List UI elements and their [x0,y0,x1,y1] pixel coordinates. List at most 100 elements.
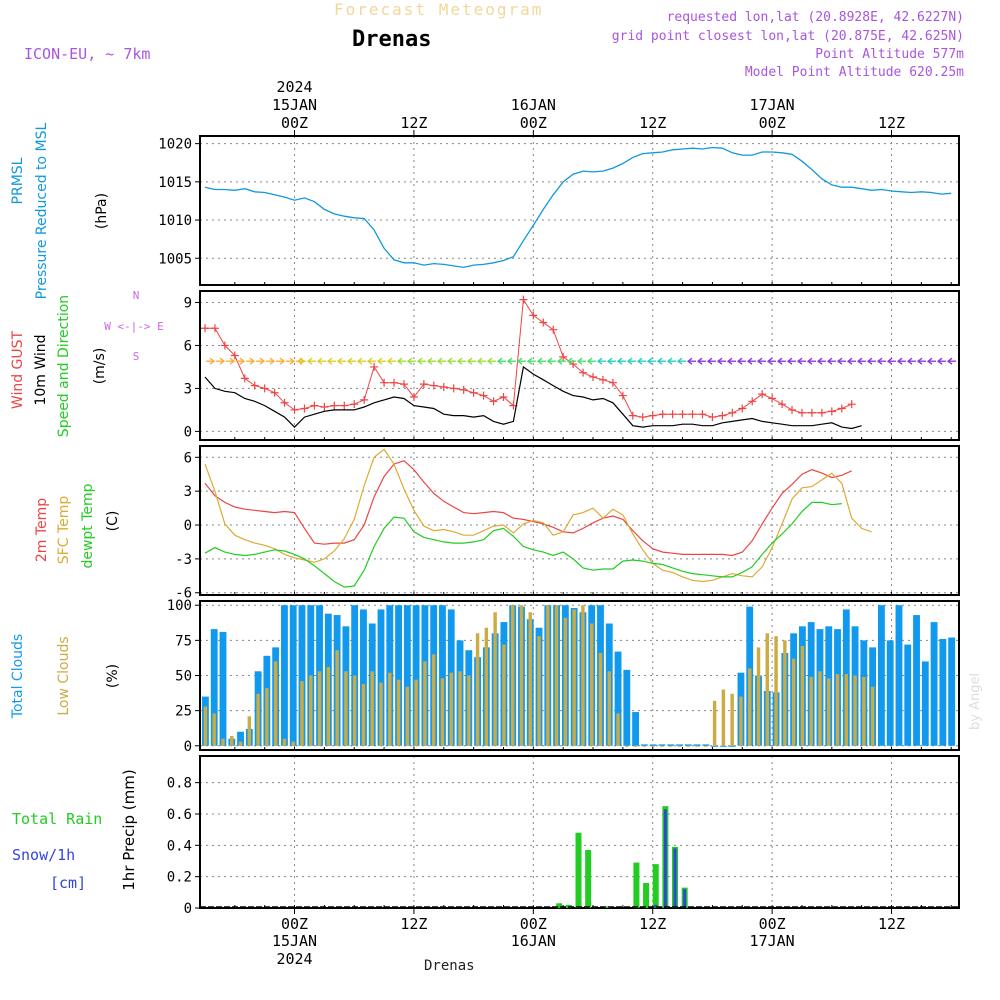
total-cloud-bar [684,744,692,746]
y-axis-label-pressure: Pressure Reduced to MSL [34,122,50,299]
wind-arrow-head [436,357,443,365]
gust-marker [250,381,259,390]
rain-bar [652,864,659,908]
snow-bar [673,848,677,908]
gust-marker [529,311,538,320]
gust-marker [310,401,319,410]
low-cloud-bar [212,713,216,746]
y-axis-label-dewpt: dewpt Temp [80,483,96,568]
wind-arrow-head [926,357,933,365]
bottom-time-label: 00Z [759,915,786,933]
wind-arrow-head [606,357,613,365]
low-cloud-bar [616,713,620,746]
low-cloud-bar [748,668,752,746]
gust-marker [628,411,637,420]
low-cloud-bar [458,671,462,746]
low-cloud-bar [379,682,383,746]
legend-snow-unit: [cm] [50,874,86,892]
low-cloud-bar [370,671,374,746]
gust-marker [340,401,349,410]
wind-arrow-head [229,357,236,365]
gust-marker [370,362,379,371]
low-cloud-bar [721,689,726,746]
low-cloud-bar [493,612,497,746]
total-cloud-bar [702,744,710,746]
gust-marker [678,410,687,419]
low-cloud-bar [844,674,849,746]
gust-marker [380,378,389,387]
wind-arrow-head [846,357,853,365]
wind-arrow-head [316,357,323,365]
wind-arrow-head [406,357,413,365]
panel-4: 0 0.2 0.4 0.6 0.8 [167,755,960,917]
gust-marker [200,324,209,333]
wind-arrow-head [616,357,623,365]
low-cloud-bar [835,674,840,746]
wind-arrow-head [516,357,523,365]
low-cloud-bar [660,745,664,747]
low-cloud-bar [765,633,769,746]
wind-arrow-head [826,357,833,365]
bottom-date-label: 16JAN [511,932,556,950]
gust-marker [479,391,488,400]
low-cloud-bar [510,605,515,746]
total-cloud-bar [728,745,736,747]
wind-arrow-head [356,357,363,365]
requested-coords: requested lon,lat (20.8928E, 42.6227N) [666,10,964,25]
y-tick-label: -6 [175,586,192,602]
low-cloud-bar [783,640,787,746]
total-cloud-bar [930,622,938,746]
gust-marker [748,397,757,406]
bottom-date-label: 15JAN [272,932,317,950]
total-cloud-bar [281,605,288,746]
wind-arrow-head [556,357,563,365]
gust-marker [300,404,309,413]
y-tick-label: -3 [175,552,192,568]
wind-arrow-head [576,357,583,365]
total-cloud-bar [711,745,719,747]
y-axis-label-2m-temp: 2m Temp [34,498,50,562]
wind-arrow-head [536,357,543,365]
model-label: ICON-EU, ~ 7km [24,45,151,63]
total-cloud-bar [403,605,411,746]
top-date-label: 16JAN [511,96,556,114]
wind-arrow-head [626,357,633,365]
gust-marker [807,408,816,417]
wind-arrow-head [486,357,493,365]
wind-arrow-head [856,357,863,365]
gust-marker [210,324,219,333]
y-axis-label-wind: 10m Wind [33,334,49,405]
y-axis-label-prmsl: PRMSL [10,157,26,204]
top-time-label: 00Z [281,114,308,132]
gust-marker [350,400,359,409]
bottom-time-label: 00Z [281,915,308,933]
total-cloud-bar [667,744,675,746]
low-cloud-bar [756,647,761,746]
low-cloud-bar [791,658,796,746]
snow-bar [663,809,667,908]
low-cloud-bar [598,653,603,746]
wind-arrow-head [756,357,763,365]
low-cloud-bar [800,645,805,746]
wind-arrow-head [376,357,383,365]
low-cloud-bar [695,745,699,747]
total-cloud-bar [289,605,297,746]
gridpoint-coords: grid point closest lon,lat (20.875E, 42.… [611,29,964,44]
y-tick-label: 3 [184,484,192,500]
y-axis-label-direction: Speed and Direction [56,295,72,437]
total-cloud-bar [904,644,912,746]
total-cloud-bar [614,651,622,746]
total-cloud-bar [921,661,929,746]
low-cloud-bar [326,667,331,746]
gust-marker [539,318,548,327]
top-time-label: 12Z [400,114,427,132]
gust-marker [429,381,438,390]
low-cloud-bar [388,672,392,746]
y-tick-label: 6 [184,450,192,466]
total-cloud-bar [676,744,683,746]
wind-arrow-head [546,357,553,365]
gust-marker [260,384,269,393]
low-cloud-bar [633,745,638,747]
low-cloud-bar [309,675,313,746]
